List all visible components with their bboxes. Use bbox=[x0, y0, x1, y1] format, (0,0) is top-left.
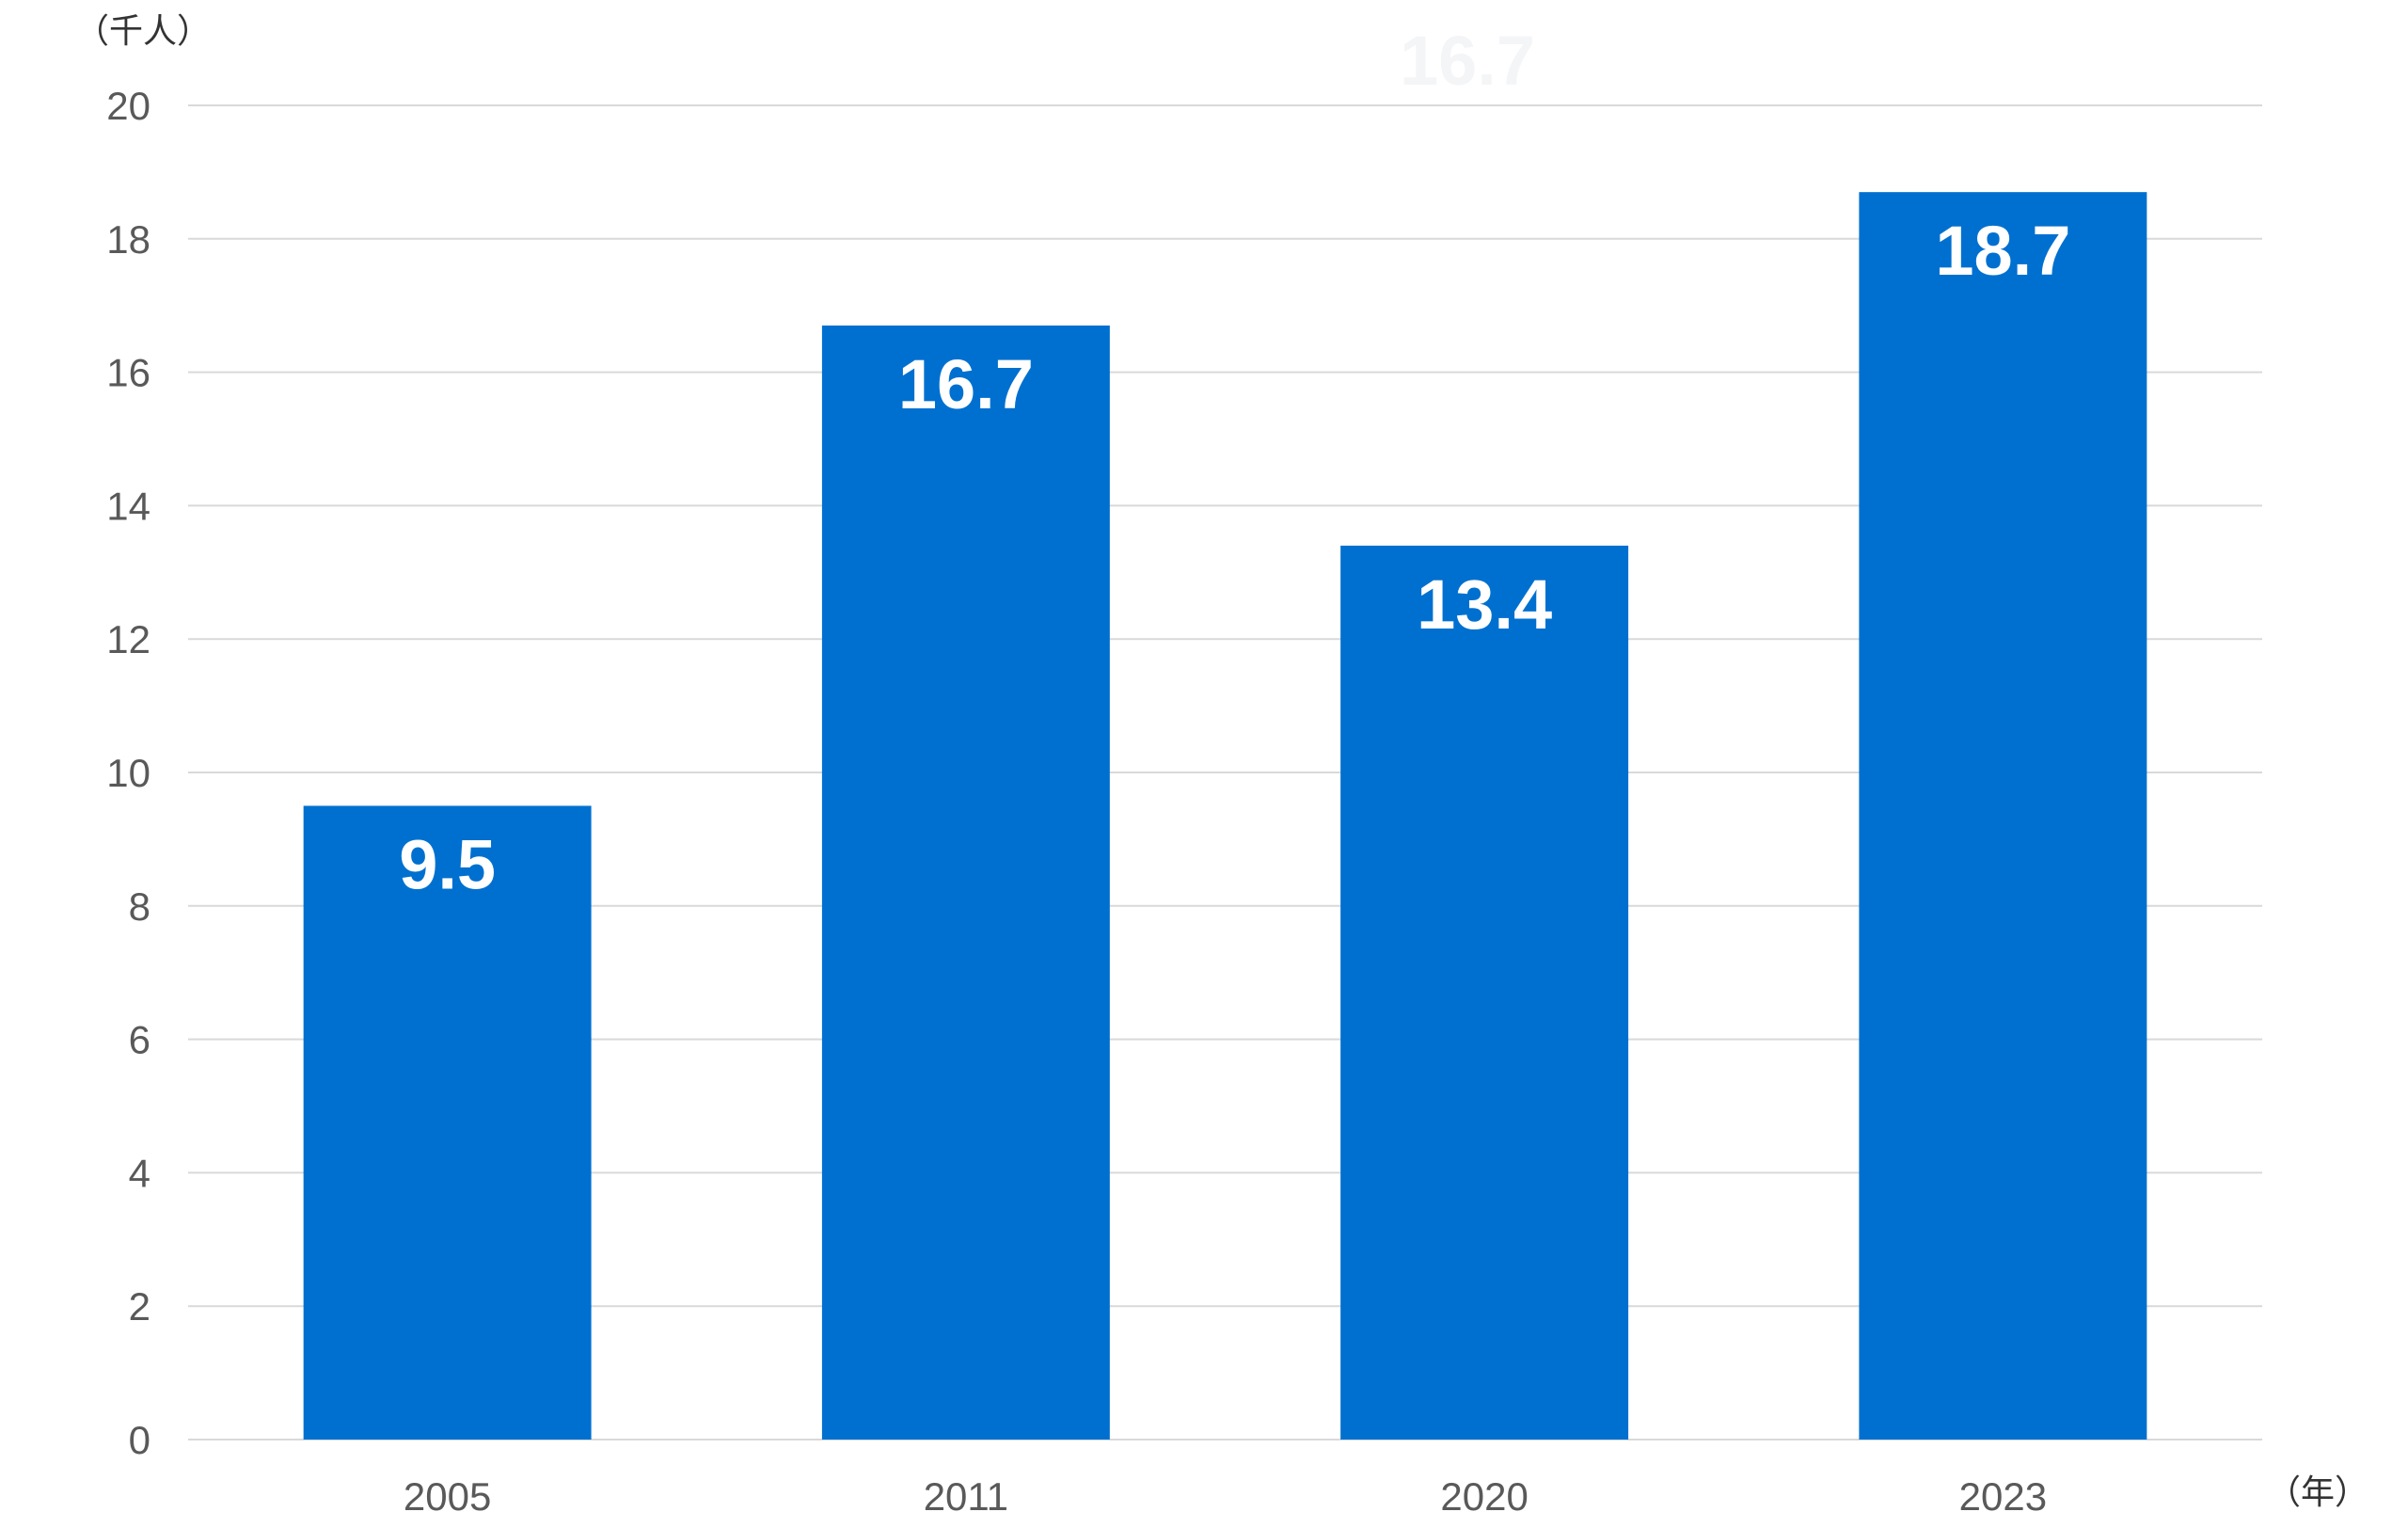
y-tick-label: 6 bbox=[129, 1018, 150, 1062]
y-tick-label: 10 bbox=[106, 751, 150, 795]
y-tick-label: 18 bbox=[106, 217, 150, 262]
y-tick-label: 12 bbox=[106, 617, 150, 661]
bar bbox=[1340, 545, 1629, 1440]
x-tick-label: 2011 bbox=[924, 1474, 1008, 1519]
bars-layer bbox=[303, 192, 2147, 1440]
bar bbox=[821, 325, 1110, 1440]
y-tick-label: 20 bbox=[106, 84, 150, 128]
y-tick-label: 2 bbox=[129, 1284, 150, 1329]
x-tick-label: 2023 bbox=[1959, 1474, 2047, 1519]
bar-value-label: 18.7 bbox=[1935, 212, 2070, 290]
bar bbox=[303, 805, 592, 1440]
y-tick-label: 0 bbox=[129, 1418, 150, 1462]
y-axis-unit-label: （千人） bbox=[75, 12, 211, 51]
x-axis-unit-label: （年） bbox=[2267, 1473, 2368, 1512]
y-tick-label: 14 bbox=[106, 484, 150, 528]
faint-value-label: 16.7 bbox=[1400, 22, 1535, 100]
x-tick-label: 2020 bbox=[1440, 1474, 1528, 1519]
x-tick-label: 2005 bbox=[404, 1474, 491, 1519]
bar-value-label: 9.5 bbox=[399, 825, 496, 903]
bar-value-label: 16.7 bbox=[898, 345, 1034, 423]
y-tick-label: 16 bbox=[106, 351, 150, 395]
y-tick-label: 8 bbox=[129, 884, 150, 929]
bar-value-label: 13.4 bbox=[1417, 565, 1552, 644]
bar bbox=[1859, 192, 2147, 1440]
labels-layer: 9.5 2005 16.7 2011 13.4 2020 18.7 2023 bbox=[399, 212, 2070, 1519]
y-tick-label: 4 bbox=[129, 1151, 150, 1195]
